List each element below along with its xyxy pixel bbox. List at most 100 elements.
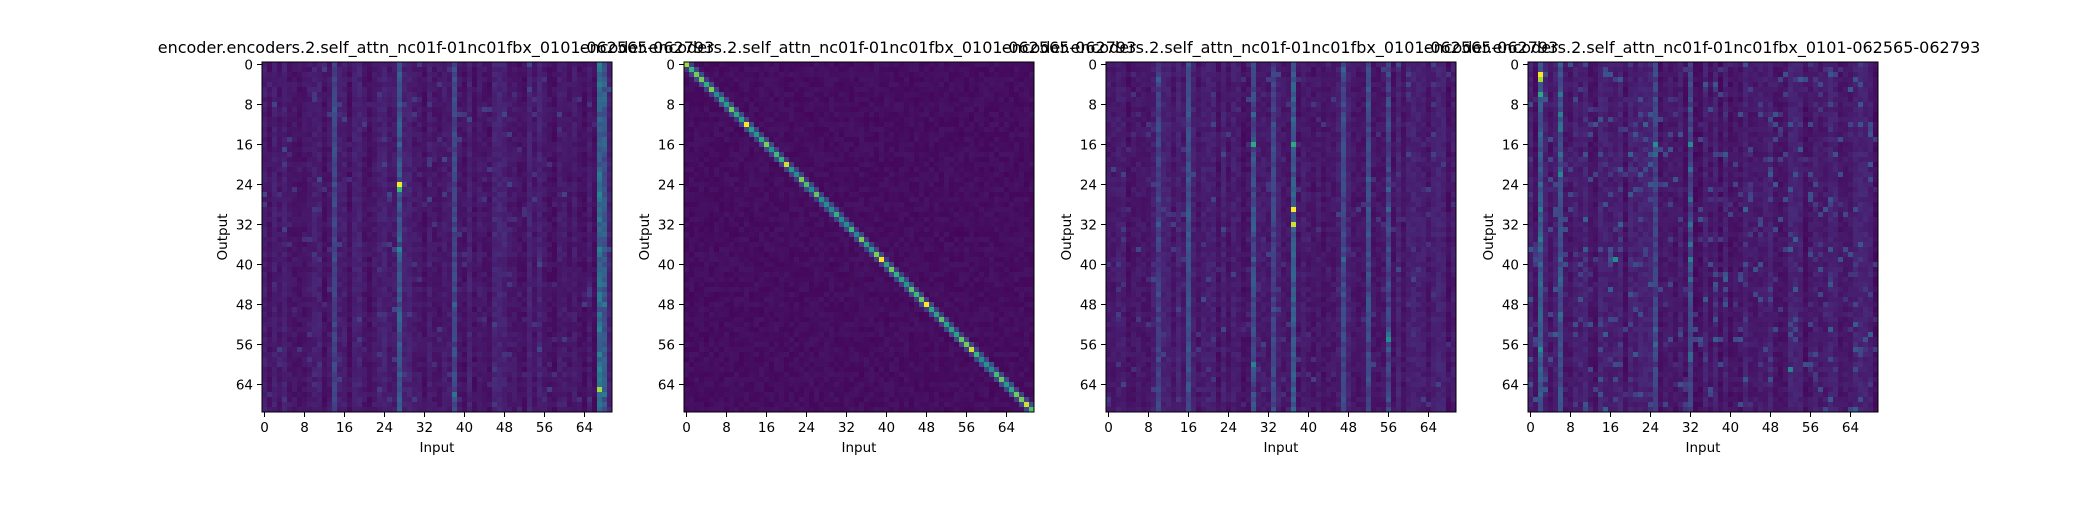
heatmap-cell: [587, 292, 593, 298]
heatmap-cell: [462, 232, 468, 238]
heatmap-cell: [382, 312, 388, 318]
heatmap-cell: [427, 182, 433, 188]
heatmap-cell: [537, 392, 543, 398]
heatmap-cell: [422, 372, 428, 378]
heatmap-cell: [587, 237, 593, 243]
heatmap-cell: [272, 347, 278, 353]
heatmap-cell: [387, 322, 393, 328]
heatmap-cell: [577, 352, 583, 358]
heatmap-cell: [457, 77, 463, 83]
heatmap-cell: [267, 252, 273, 258]
heatmap-cell: [297, 407, 303, 413]
heatmap-cell: [282, 352, 288, 358]
heatmap-cell: [477, 307, 483, 313]
heatmap-cell: [452, 217, 458, 223]
heatmap-cell: [287, 372, 293, 378]
heatmap-cell: [382, 117, 388, 123]
heatmap-cell: [557, 62, 563, 68]
heatmap-cell: [342, 247, 348, 253]
heatmap-cell: [572, 67, 578, 73]
heatmap-cell: [382, 167, 388, 173]
heatmap-cell: [557, 247, 563, 253]
heatmap-cell: [497, 292, 503, 298]
heatmap-cell: [352, 332, 358, 338]
heatmap-cell: [527, 322, 533, 328]
heatmap-cell: [292, 102, 298, 108]
heatmap-cell: [457, 322, 463, 328]
heatmap-cell: [332, 237, 338, 243]
heatmap-cell: [482, 62, 488, 68]
heatmap-cell: [562, 142, 568, 148]
heatmap-cell: [447, 202, 453, 208]
heatmap-cell: [502, 397, 508, 403]
heatmap-cell: [362, 132, 368, 138]
heatmap-cell: [282, 182, 288, 188]
heatmap-cell: [267, 142, 273, 148]
heatmap-cell: [282, 367, 288, 373]
heatmap-cell: [277, 347, 283, 353]
heatmap-cell: [477, 362, 483, 368]
heatmap-cell: [502, 62, 508, 68]
heatmap-cell: [377, 337, 383, 343]
heatmap-cell: [437, 387, 443, 393]
heatmap-cell: [352, 132, 358, 138]
heatmap-cell: [597, 197, 603, 203]
heatmap-cell: [467, 327, 473, 333]
heatmap-cell: [532, 212, 538, 218]
heatmap-cell: [452, 262, 458, 268]
heatmap-cell: [482, 182, 488, 188]
heatmap-cell: [537, 92, 543, 98]
heatmap-cell: [372, 197, 378, 203]
heatmap-cell: [322, 322, 328, 328]
heatmap-cell: [582, 222, 588, 228]
heatmap-cell: [377, 72, 383, 78]
heatmap-cell: [282, 327, 288, 333]
heatmap-cell: [572, 157, 578, 163]
heatmap-cell: [487, 137, 493, 143]
heatmap-cell: [492, 122, 498, 128]
heatmap-cell: [607, 182, 613, 188]
heatmap-cell: [362, 217, 368, 223]
heatmap-cell: [437, 267, 443, 273]
heatmap-cell: [362, 162, 368, 168]
heatmap-cell: [562, 212, 568, 218]
heatmap-cell: [507, 137, 513, 143]
heatmap-cell: [477, 197, 483, 203]
heatmap-2: 0 8 16 24 32 40 48 56 640816243240485664InputOut…: [637, 58, 1035, 456]
heatmap-cell: [542, 272, 548, 278]
heatmap-cell: [362, 152, 368, 158]
heatmap-cell: [327, 262, 333, 268]
heatmap-cell: [547, 87, 553, 93]
heatmap-cell: [552, 82, 558, 88]
heatmap-cell: [572, 132, 578, 138]
heatmap-cell: [432, 87, 438, 93]
heatmap-cell: [512, 387, 518, 393]
heatmap-cell: [272, 297, 278, 303]
heatmap-cell: [437, 172, 443, 178]
heatmap-cell: [332, 182, 338, 188]
heatmap-cell: [527, 72, 533, 78]
heatmap-cell: [357, 97, 363, 103]
heatmap-cell: [352, 362, 358, 368]
heatmap-cell: [597, 277, 603, 283]
heatmap-cell: [567, 402, 573, 408]
heatmap-cell: [297, 87, 303, 93]
heatmap-cell: [402, 117, 408, 123]
heatmap-cell: [487, 267, 493, 273]
heatmap-cell: [332, 212, 338, 218]
heatmap-cell: [522, 227, 528, 233]
heatmap-cell: [442, 162, 448, 168]
heatmap-cell: [452, 282, 458, 288]
heatmap-cell: [382, 207, 388, 213]
heatmap-cell: [382, 107, 388, 113]
heatmap-cell: [322, 347, 328, 353]
heatmap-cell: [402, 247, 408, 253]
heatmap-cell: [412, 332, 418, 338]
heatmap-cell: [597, 287, 603, 293]
heatmap-cell: [462, 217, 468, 223]
heatmap-cell: [327, 397, 333, 403]
heatmap-cell: [567, 257, 573, 263]
heatmap-cell: [262, 312, 268, 318]
heatmap-cell: [437, 167, 443, 173]
heatmap-cell: [287, 292, 293, 298]
